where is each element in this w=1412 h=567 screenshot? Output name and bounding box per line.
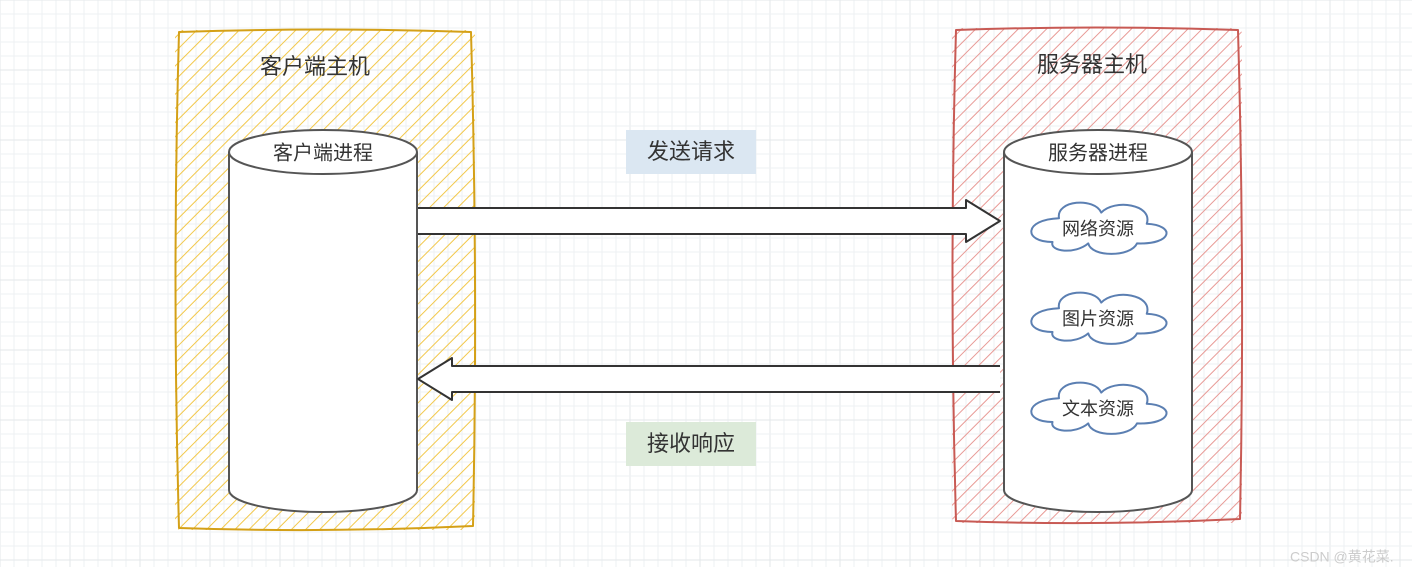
request-label-text: 发送请求 xyxy=(647,139,735,164)
request-arrow xyxy=(418,200,1000,242)
response-label: 接收响应 xyxy=(626,422,756,466)
request-label: 发送请求 xyxy=(626,130,756,174)
client-cylinder xyxy=(229,130,417,512)
resource-cloud-label-1: 图片资源 xyxy=(1062,309,1134,329)
resource-cloud-label-2: 文本资源 xyxy=(1062,399,1134,419)
response-label-text: 接收响应 xyxy=(647,431,735,456)
server-host-title: 服务器主机 xyxy=(1037,52,1147,77)
resource-cloud-label-0: 网络资源 xyxy=(1062,219,1134,239)
client-cylinder-label: 客户端进程 xyxy=(273,141,373,164)
server-cylinder-label: 服务器进程 xyxy=(1048,141,1148,164)
watermark: CSDN @黄花菜. xyxy=(1290,549,1394,565)
client-host-title: 客户端主机 xyxy=(260,54,370,79)
